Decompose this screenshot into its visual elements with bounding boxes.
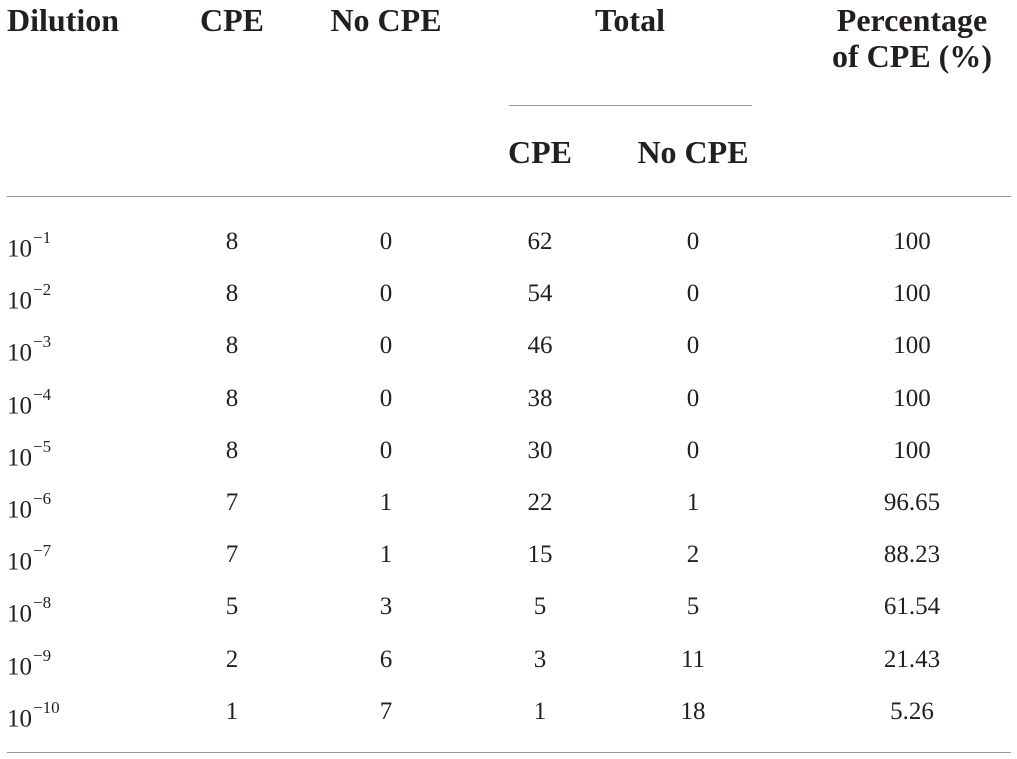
dilution-base: 10 (7, 287, 32, 315)
table-cell: 15 (527, 541, 553, 569)
bottom-rule (7, 752, 1011, 753)
dilution-cell: 10−6 (7, 488, 51, 525)
table-cell: 38 (527, 384, 553, 412)
dilution-cell: 10−7 (7, 540, 51, 577)
table-cell: 7 (225, 541, 239, 569)
table-cell: 100 (893, 384, 931, 412)
table-cell: 0 (379, 228, 393, 255)
dilution-cell: 10−2 (7, 279, 51, 316)
dilution-base: 10 (7, 496, 32, 524)
table-cell: 88.23 (883, 541, 941, 569)
dilution-exponent: −9 (33, 645, 52, 665)
table-cell: 0 (379, 332, 393, 360)
table-cell: 1 (225, 697, 239, 725)
table-cell: 96.65 (883, 489, 941, 516)
table-cell: 0 (686, 384, 700, 412)
dilution-base: 10 (7, 339, 32, 367)
table-cell: 6 (379, 645, 393, 673)
table-cell: 22 (527, 489, 553, 516)
header-total: Total (595, 2, 665, 38)
dilution-cell: 10−9 (7, 645, 51, 682)
table-cell: 100 (893, 436, 931, 464)
dilution-base: 10 (7, 705, 32, 733)
table-cell: 8 (225, 384, 239, 412)
dilution-cell: 10−5 (7, 436, 51, 473)
table-cell: 100 (893, 280, 931, 308)
header-rule (7, 196, 1011, 197)
dilution-exponent: −3 (33, 332, 52, 352)
table-cell: 5.26 (890, 697, 934, 725)
dilution-cell: 10−3 (7, 331, 51, 368)
dilution-cell: 10−8 (7, 592, 51, 629)
table-cell: 0 (686, 436, 700, 464)
table-cell: 8 (225, 436, 239, 464)
header-total-cpe: CPE (508, 134, 572, 170)
dilution-exponent: −7 (33, 541, 52, 561)
header-cpe: CPE (200, 2, 264, 38)
dilution-cell: 10−4 (7, 384, 51, 421)
table-cell: 7 (379, 697, 393, 725)
table-cell: 21.43 (883, 645, 941, 673)
dilution-exponent: −5 (33, 436, 52, 456)
table-cell: 0 (379, 384, 393, 412)
table-cell: 54 (527, 280, 553, 308)
header-percentage-line: Percentage (836, 2, 988, 38)
dilution-exponent: −8 (33, 593, 52, 613)
dilution-base: 10 (7, 235, 32, 263)
dilution-base: 10 (7, 652, 32, 680)
table-cell: 18 (680, 697, 706, 725)
dilution-base: 10 (7, 391, 32, 419)
dilution-base: 10 (7, 444, 32, 472)
dilution-exponent: −6 (33, 489, 52, 508)
table-cell: 1 (379, 541, 393, 569)
dilution-base: 10 (7, 548, 32, 576)
total-underline (509, 105, 752, 106)
header-total-no-cpe: No CPE (637, 134, 749, 170)
dilution-exponent: −10 (33, 697, 60, 717)
table-cell: 30 (527, 436, 553, 464)
table-cell: 11 (680, 645, 706, 673)
table-cell: 0 (686, 228, 700, 255)
header-no-cpe: No CPE (330, 2, 442, 38)
header-percentage-line: of CPE (%) (832, 38, 992, 74)
table-cell: 62 (527, 228, 553, 255)
table-cell: 3 (379, 593, 393, 621)
table-cell: 8 (225, 228, 239, 255)
table-cell: 7 (225, 489, 239, 516)
header-percentage: Percentage of CPE (%) (832, 2, 992, 74)
dilution-exponent: −1 (33, 228, 52, 247)
table-cell: 8 (225, 280, 239, 308)
table-cell: 0 (379, 280, 393, 308)
header-dilution: Dilution (7, 2, 120, 38)
dilution-cell: 10−10 (7, 697, 60, 734)
dilution-exponent: −4 (33, 384, 52, 404)
table-cell: 0 (686, 332, 700, 360)
table-cell: 2 (225, 645, 239, 673)
table-cell: 61.54 (883, 593, 941, 621)
table-cell: 2 (686, 541, 700, 569)
table-cell: 5 (225, 593, 239, 621)
table-cell: 8 (225, 332, 239, 360)
table-cell: 100 (893, 228, 931, 255)
table-cell: 3 (533, 645, 547, 673)
table-cell: 1 (686, 489, 700, 516)
table-cell: 0 (686, 280, 700, 308)
table-cell: 0 (379, 436, 393, 464)
table-cell: 5 (686, 593, 700, 621)
dilution-base: 10 (7, 600, 32, 628)
table-cell: 46 (527, 332, 553, 360)
dilution-exponent: −2 (33, 280, 52, 300)
table-cell: 100 (893, 332, 931, 360)
table-cell: 5 (533, 593, 547, 621)
table-cell: 1 (533, 697, 547, 725)
dilution-cell: 10−1 (7, 227, 51, 264)
table-cell: 1 (379, 489, 393, 516)
